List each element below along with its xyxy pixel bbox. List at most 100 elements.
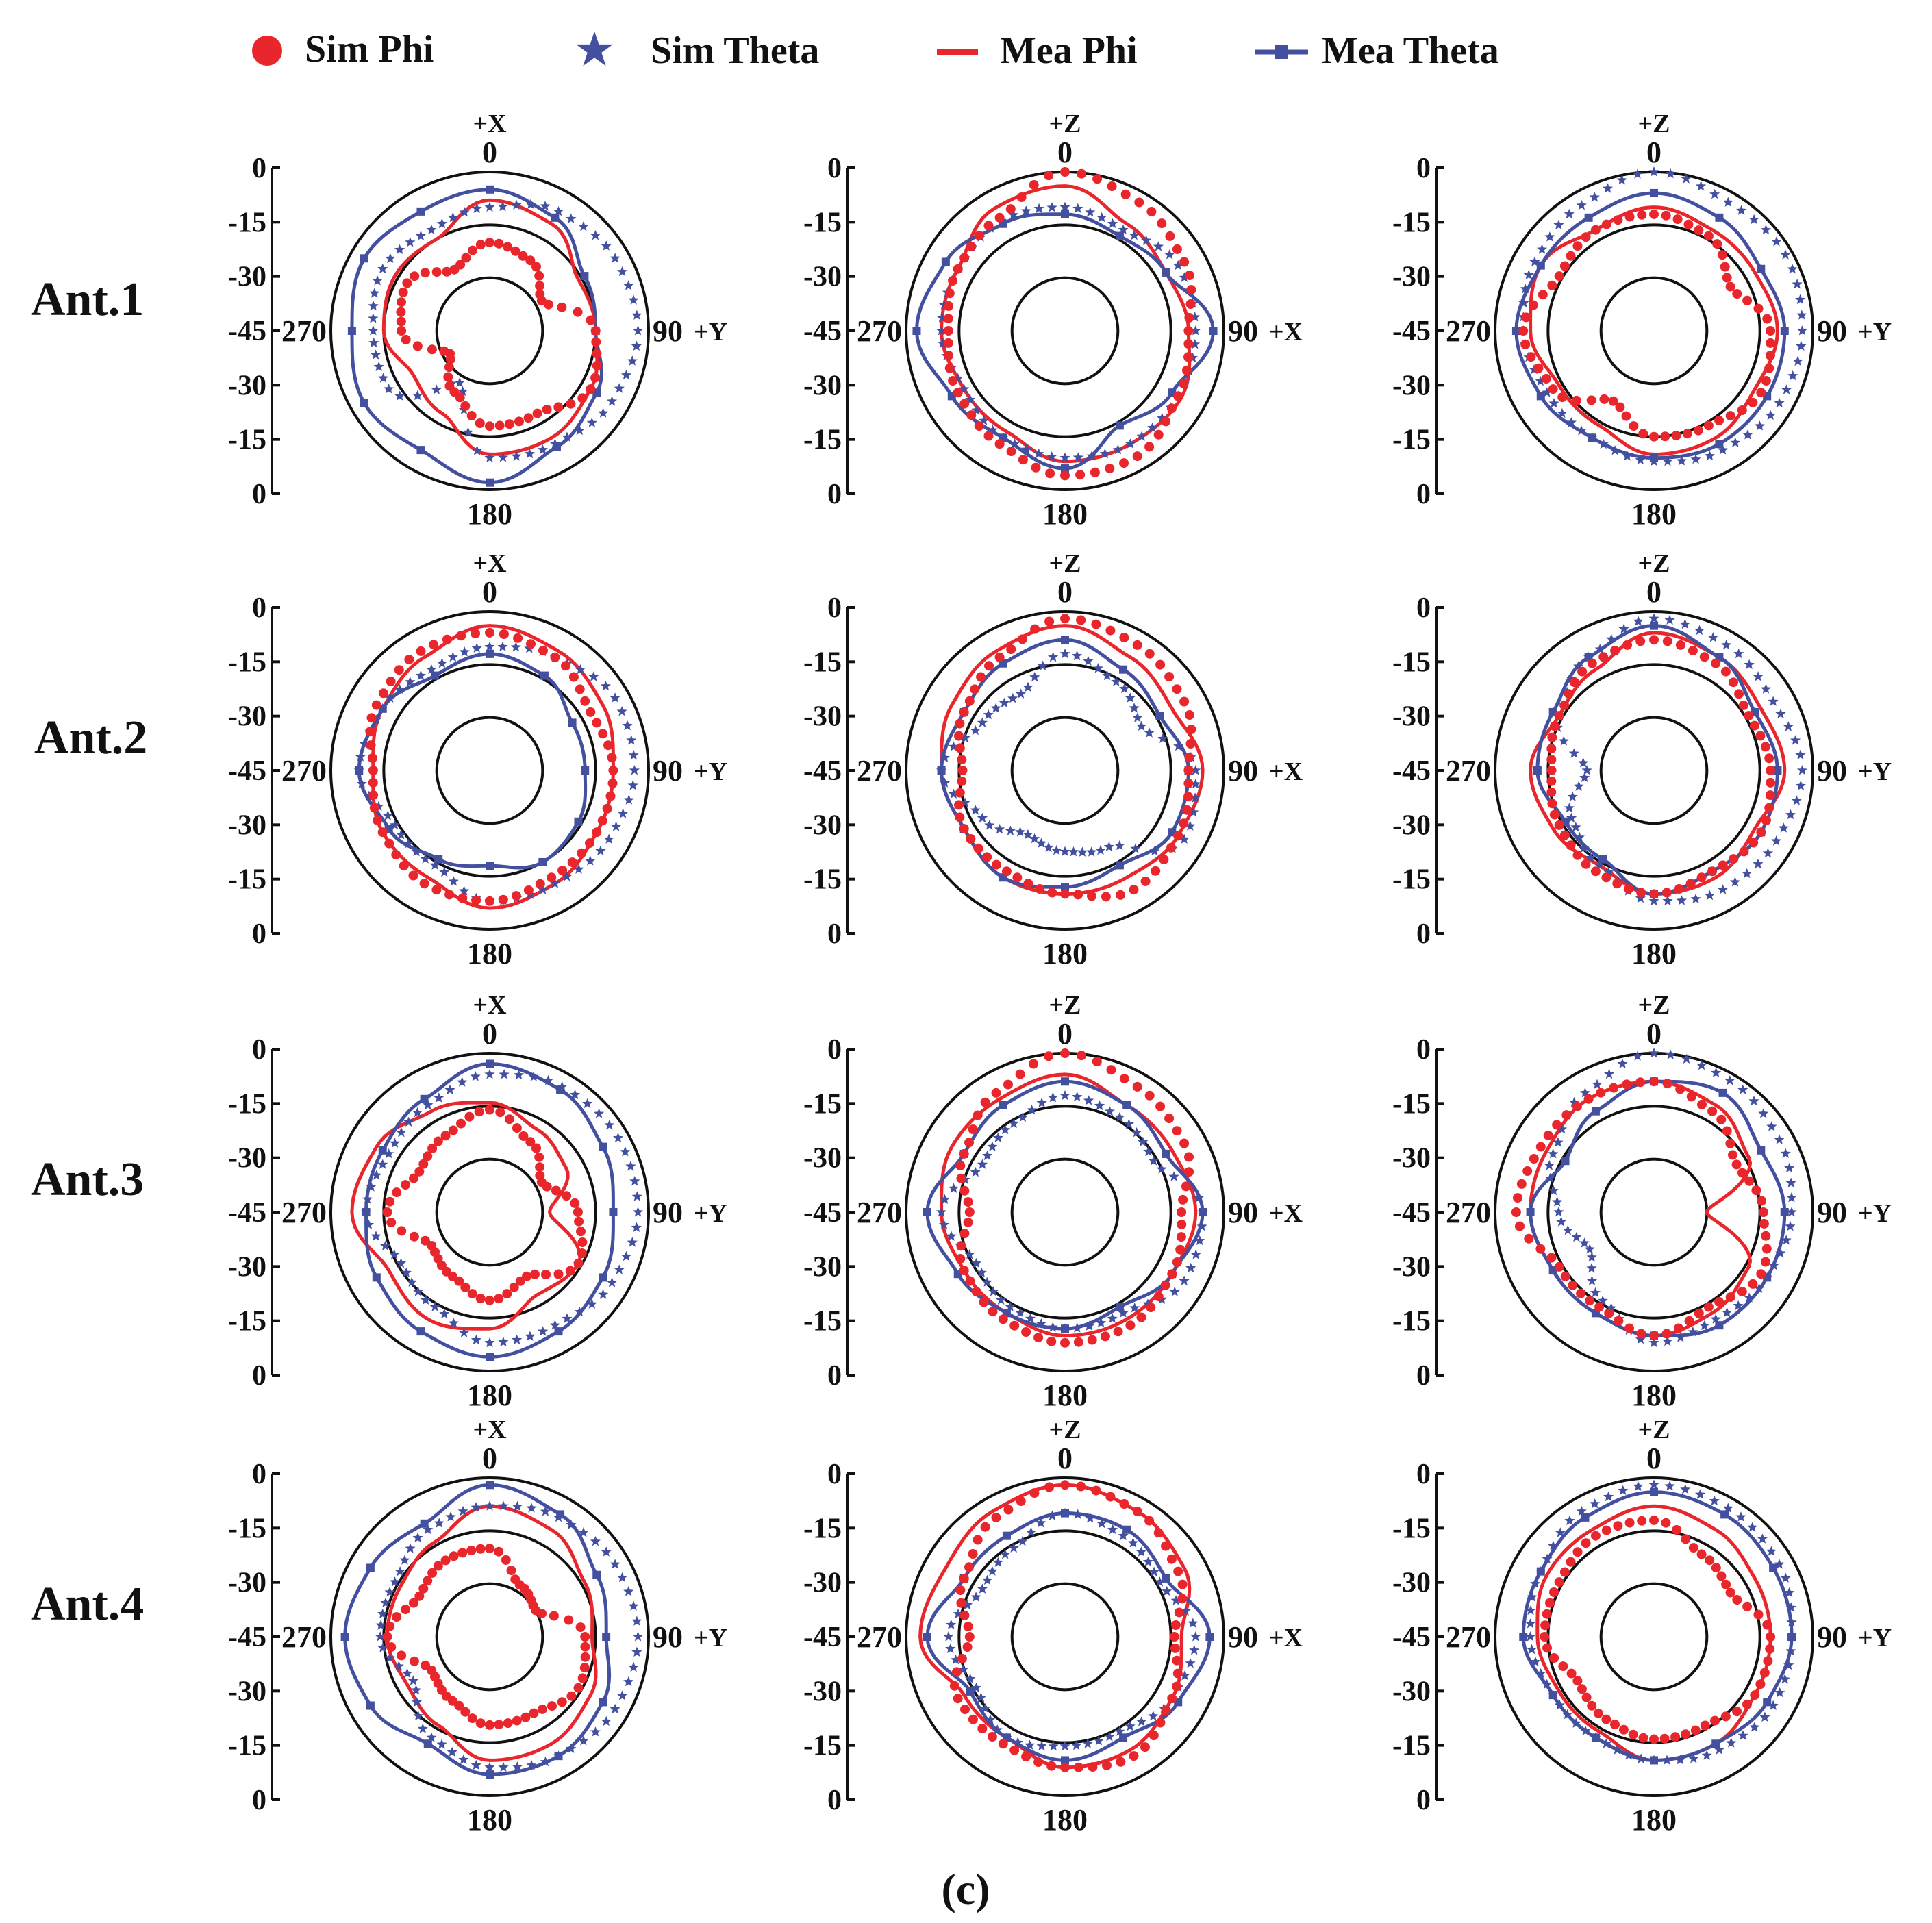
sim-theta-point bbox=[627, 780, 638, 790]
sim-phi-point bbox=[1146, 1303, 1156, 1313]
sim-phi-point bbox=[1172, 1668, 1183, 1679]
sim-phi-point bbox=[423, 1576, 433, 1586]
sim-theta-point bbox=[1130, 843, 1141, 853]
sim-phi-point bbox=[1023, 879, 1033, 889]
sim-phi-point bbox=[1511, 1207, 1521, 1217]
sim-theta-point bbox=[981, 1277, 992, 1287]
mea-theta-marker bbox=[1115, 861, 1124, 870]
sim-phi-point bbox=[1166, 403, 1177, 414]
sim-theta-point bbox=[1783, 1659, 1794, 1670]
angle-label-right: 90 bbox=[1228, 1620, 1258, 1654]
sim-phi-point bbox=[449, 1551, 459, 1561]
sim-theta-point bbox=[1557, 1124, 1568, 1134]
mea-theta-marker bbox=[599, 1698, 607, 1707]
sim-theta-point bbox=[399, 1555, 410, 1565]
sim-phi-point bbox=[1583, 1094, 1594, 1104]
sim-phi-point bbox=[1707, 866, 1718, 877]
r-tick-label: 0 bbox=[1416, 1459, 1431, 1490]
sim-theta-point bbox=[511, 199, 522, 210]
sim-phi-point bbox=[944, 351, 954, 361]
sim-phi-point bbox=[1183, 779, 1194, 788]
sim-theta-point bbox=[459, 207, 470, 217]
sim-theta-point bbox=[1648, 1337, 1659, 1348]
sim-phi-point bbox=[1714, 415, 1724, 425]
sim-theta-point bbox=[938, 1219, 950, 1229]
sim-theta-point bbox=[970, 805, 981, 815]
sim-phi-point bbox=[518, 251, 528, 261]
r-tick-label: -45 bbox=[1392, 316, 1431, 347]
sim-phi-point bbox=[955, 743, 965, 753]
sim-phi-point bbox=[557, 1697, 567, 1707]
sim-theta-point bbox=[939, 777, 951, 788]
sim-phi-point bbox=[1581, 1692, 1592, 1702]
r-tick-label: 0 bbox=[827, 918, 842, 950]
angle-label-left: 270 bbox=[857, 1620, 902, 1654]
sim-phi-point bbox=[956, 1241, 966, 1251]
sim-theta-point bbox=[598, 407, 609, 418]
sim-theta-point bbox=[371, 1170, 382, 1180]
grid-ring bbox=[1494, 1476, 1814, 1797]
sim-theta-point bbox=[1766, 1121, 1777, 1131]
legend-label: Sim Phi bbox=[305, 28, 434, 71]
r-tick-label: -45 bbox=[803, 755, 842, 787]
sim-phi-point bbox=[1571, 395, 1581, 405]
sim-phi-point bbox=[444, 381, 455, 391]
sim-phi-point bbox=[367, 753, 377, 763]
sim-theta-point bbox=[586, 417, 597, 427]
mea-theta-marker bbox=[1536, 392, 1545, 401]
sim-phi-point bbox=[1566, 1668, 1577, 1679]
sim-theta-point bbox=[950, 1654, 962, 1665]
r-tick-label: -30 bbox=[803, 1251, 842, 1283]
sim-phi-point bbox=[485, 627, 494, 638]
sim-phi-point bbox=[1601, 872, 1611, 883]
sim-phi-point bbox=[585, 838, 594, 849]
angle-label-left: 270 bbox=[857, 754, 902, 788]
sim-theta-point bbox=[377, 1642, 388, 1652]
sim-phi-point bbox=[557, 866, 568, 875]
sim-phi-point bbox=[1166, 1554, 1177, 1564]
sim-theta-point bbox=[1747, 1522, 1758, 1532]
r-tick-label: 0 bbox=[1416, 153, 1431, 184]
sim-theta-point bbox=[1711, 1067, 1722, 1077]
grid-ring bbox=[1494, 610, 1814, 931]
sim-phi-point bbox=[949, 1681, 959, 1691]
sim-theta-point bbox=[410, 1685, 422, 1695]
sim-phi-point bbox=[959, 253, 970, 263]
sim-theta-point bbox=[1525, 1618, 1536, 1629]
sim-phi-point bbox=[1179, 1138, 1190, 1148]
sim-phi-point bbox=[966, 241, 977, 251]
sim-phi-point bbox=[1737, 1168, 1747, 1178]
sim-theta-point bbox=[1085, 1513, 1096, 1523]
sim-theta-point bbox=[1111, 676, 1122, 686]
sim-phi-point bbox=[1105, 1492, 1116, 1502]
sim-phi-point bbox=[1577, 1684, 1587, 1694]
sim-theta-point bbox=[1119, 683, 1130, 694]
sim-phi-point bbox=[1549, 1653, 1559, 1663]
sim-phi-point bbox=[1175, 1244, 1185, 1255]
sim-phi-point bbox=[1718, 860, 1728, 870]
sim-phi-point bbox=[1092, 1057, 1102, 1066]
sim-theta-point bbox=[1680, 1483, 1691, 1494]
sim-theta-point bbox=[620, 1250, 632, 1261]
sim-theta-point bbox=[1526, 1644, 1538, 1655]
sim-theta-point bbox=[1733, 1300, 1744, 1311]
sim-phi-point bbox=[1697, 1099, 1707, 1109]
r-tick-label: 0 bbox=[827, 1360, 842, 1392]
sim-phi-point bbox=[1119, 458, 1129, 468]
sim-phi-point bbox=[475, 240, 486, 250]
sim-theta-point bbox=[1196, 1221, 1207, 1231]
sim-phi-point bbox=[369, 803, 379, 813]
sim-phi-point bbox=[523, 885, 534, 895]
sim-theta-point bbox=[1590, 1287, 1601, 1298]
sim-theta-point bbox=[1665, 168, 1676, 179]
sim-theta-point bbox=[1033, 448, 1044, 459]
r-tick-label: -15 bbox=[228, 1088, 266, 1120]
sim-theta-point bbox=[1573, 661, 1584, 671]
sim-phi-point bbox=[1132, 1081, 1142, 1092]
mea-theta-marker bbox=[486, 1353, 494, 1361]
sim-theta-point bbox=[1190, 338, 1201, 349]
r-tick-label: -15 bbox=[803, 1513, 842, 1544]
sim-theta-point bbox=[472, 445, 483, 455]
sim-theta-point bbox=[540, 1756, 551, 1767]
